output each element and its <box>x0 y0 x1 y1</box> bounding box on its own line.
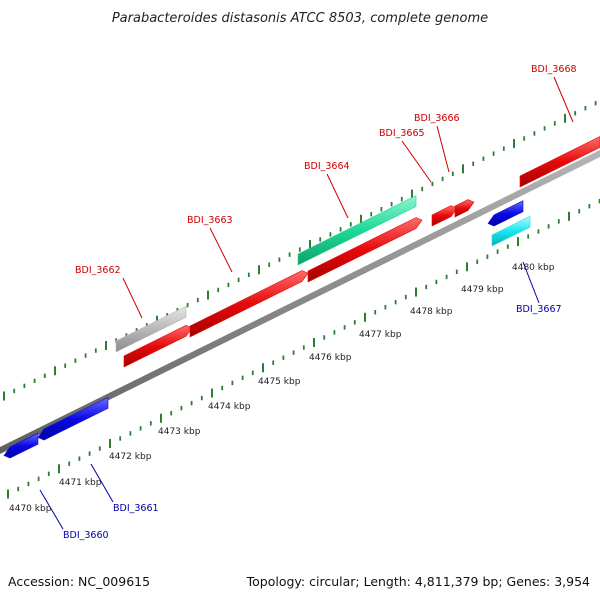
gene-label[interactable]: BDI_3665 <box>379 128 425 139</box>
gene-label[interactable]: BDI_3663 <box>187 215 233 226</box>
leader-line <box>522 261 540 304</box>
label-leader-lines <box>39 76 574 530</box>
leader-line <box>326 173 349 219</box>
gene-label[interactable]: BDI_3667 <box>516 304 562 315</box>
leader-line <box>39 489 64 530</box>
scale-label: 4474 kbp <box>208 402 251 412</box>
leader-line <box>553 76 574 123</box>
gene-label[interactable]: BDI_3662 <box>75 265 121 276</box>
forward-tick-track <box>3 100 597 401</box>
scale-label: 4473 kbp <box>158 427 201 437</box>
gene-features <box>3 136 600 459</box>
leader-line <box>209 227 233 273</box>
accession-text: Accession: NC_009615 <box>8 574 150 589</box>
gene-3666[interactable] <box>454 199 475 218</box>
gene-3664[interactable] <box>307 217 423 283</box>
gene-3667[interactable] <box>487 200 524 227</box>
gene-label[interactable]: BDI_3660 <box>63 530 109 541</box>
scale-label: 4479 kbp <box>461 285 504 295</box>
leader-line <box>436 125 450 173</box>
topology-text: Topology: circular; Length: 4,811,379 bp… <box>246 574 590 589</box>
gene-3665[interactable] <box>431 205 458 227</box>
gene-labels: BDI_3660 BDI_3661 BDI_3662 BDI_3663 BDI_3664… <box>63 64 577 541</box>
scale-label: 4471 kbp <box>59 478 102 488</box>
cds-3662[interactable] <box>115 305 187 353</box>
leader-line <box>401 140 432 183</box>
map-title: Parabacteroides distasonis ATCC 8503, co… <box>112 11 488 26</box>
cds-3667[interactable] <box>491 215 531 247</box>
leader-line <box>122 277 143 319</box>
scale-label: 4475 kbp <box>258 377 301 387</box>
gene-3661[interactable] <box>37 396 109 441</box>
gene-3662[interactable] <box>123 324 193 368</box>
gene-label[interactable]: BDI_3668 <box>531 64 577 75</box>
gene-label[interactable]: BDI_3664 <box>304 161 350 172</box>
gene-label[interactable]: BDI_3666 <box>414 113 460 124</box>
scale-label: 4478 kbp <box>410 307 453 317</box>
gene-3668[interactable] <box>519 136 600 188</box>
cds-3664[interactable] <box>297 195 417 266</box>
scale-label: 4472 kbp <box>109 452 152 462</box>
gene-3663[interactable] <box>189 270 309 338</box>
scale-label: 4470 kbp <box>9 504 52 514</box>
gene-3660[interactable] <box>3 432 39 459</box>
scale-label: 4476 kbp <box>309 353 352 363</box>
scale-label: 4477 kbp <box>359 330 402 340</box>
gene-label[interactable]: BDI_3661 <box>113 503 159 514</box>
reverse-tick-track <box>7 198 600 499</box>
leader-line <box>90 463 114 503</box>
genome-backbone <box>0 150 600 454</box>
scale-labels: 4470 kbp 4471 kbp 4472 kbp 4473 kbp 4474 kbp… <box>9 263 555 514</box>
scale-label: 4480 kbp <box>512 263 555 273</box>
